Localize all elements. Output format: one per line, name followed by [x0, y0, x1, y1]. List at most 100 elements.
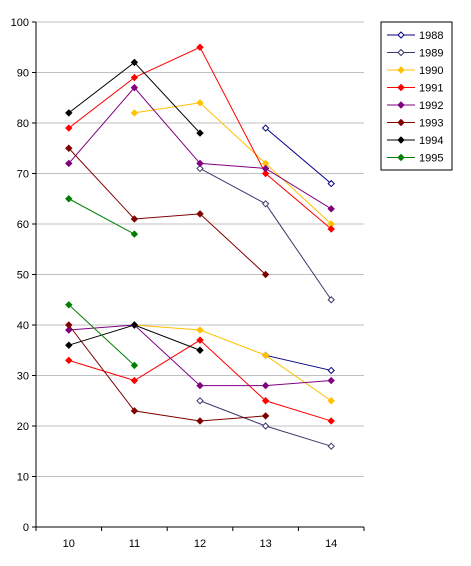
- data-point-1988-segment0-x13: [261, 124, 270, 132]
- data-point-1992-upper-x10: [65, 159, 73, 168]
- data-point-1991-upper-x12: [196, 43, 204, 51]
- y-tick-label-50: 50: [17, 270, 29, 282]
- data-point-1991-upper-x11: [130, 73, 139, 82]
- series-line-1988-segment0: [265, 127, 332, 184]
- data-point-1991-upper-x13: [261, 169, 270, 178]
- data-point-1989-upper-x14: [327, 296, 335, 304]
- x-tick-label-12: 12: [194, 538, 206, 550]
- x-tick-label-13: 13: [259, 538, 271, 550]
- data-point-1990-upper-x11: [130, 109, 139, 117]
- data-point-1991-upper-x14: [327, 225, 335, 233]
- data-point-1994-upper-x10: [65, 109, 73, 117]
- legend-label-1994: 1994: [419, 135, 443, 147]
- y-tick-label-100: 100: [11, 17, 29, 29]
- legend: 1988 1989 1990 1991 1992 1993 1994 1995: [380, 21, 453, 171]
- data-point-1991-lower-x10: [65, 356, 73, 365]
- y-tick-label-20: 20: [17, 421, 29, 433]
- series-line-1994-upper: [68, 61, 201, 134]
- legend-label-1991: 1991: [419, 83, 443, 95]
- data-point-1989-lower-x14: [327, 442, 335, 450]
- data-point-1990-lower-x13: [261, 351, 270, 360]
- legend-marker-1994: [397, 136, 405, 144]
- y-axis-ticks: 0 10 20 30 40 50 60 70 80 90 100: [11, 17, 36, 534]
- data-point-1992-lower-x14: [327, 376, 335, 385]
- x-axis-ticks: 10 11 12 13 14: [35, 527, 365, 550]
- data-point-1989-lower-x12: [196, 397, 204, 405]
- series-line-1993-upper: [68, 147, 266, 275]
- series-markers: [65, 43, 335, 450]
- y-tick-label-90: 90: [17, 68, 29, 80]
- data-point-1988-lower-x14: [327, 366, 335, 375]
- data-point-1992-lower-x10: [65, 326, 73, 334]
- x-tick-label-10: 10: [63, 538, 75, 550]
- series-line-1990-upper: [134, 102, 332, 225]
- data-point-1993-lower-x12: [196, 417, 204, 425]
- data-point-1994-lower-x12: [196, 346, 204, 354]
- legend-label-1989: 1989: [419, 48, 443, 60]
- data-point-1993-lower-x11: [130, 407, 139, 415]
- y-tick-label-30: 30: [17, 371, 29, 383]
- legend-box: [380, 21, 453, 171]
- legend-label-1988: 1988: [419, 30, 443, 42]
- y-tick-label-60: 60: [17, 219, 29, 231]
- y-tick-label-10: 10: [17, 472, 29, 484]
- series-line-1990-lower: [134, 324, 332, 402]
- data-point-1991-lower-x13: [261, 397, 270, 405]
- legend-label-1990: 1990: [419, 65, 443, 77]
- y-tick-label-0: 0: [23, 522, 29, 534]
- data-point-1994-upper-x12: [196, 129, 204, 137]
- data-point-1989-lower-x13: [261, 422, 270, 430]
- data-point-1994-lower-x11: [130, 321, 139, 329]
- data-point-1995-upper-x10: [65, 195, 73, 203]
- data-point-1992-lower-x13: [261, 381, 270, 390]
- data-point-1989-upper-x12: [196, 164, 204, 173]
- y-tick-label-40: 40: [17, 320, 29, 332]
- legend-marker-1991: [397, 83, 405, 92]
- legend-marker-1995: [397, 153, 405, 162]
- data-point-1994-lower-x10: [65, 341, 73, 349]
- data-point-1993-upper-x12: [196, 210, 204, 218]
- data-point-1988-segment0-x14: [327, 179, 335, 188]
- data-point-1992-lower-x12: [196, 381, 204, 390]
- series-line-1991-upper: [68, 46, 332, 230]
- data-point-1993-upper-x13: [261, 270, 270, 279]
- data-point-1992-upper-x12: [196, 159, 204, 168]
- legend-marker-1988: [397, 31, 405, 39]
- data-point-1991-lower-x11: [130, 376, 139, 385]
- x-tick-label-14: 14: [325, 538, 337, 550]
- data-point-1995-lower-x10: [65, 301, 73, 309]
- data-point-1991-lower-x14: [327, 417, 335, 425]
- data-point-1990-lower-x14: [327, 397, 335, 405]
- series-line-1995-lower: [68, 304, 135, 366]
- gridlines: [36, 21, 364, 477]
- data-point-1990-lower-x12: [196, 326, 204, 334]
- legend-label-1992: 1992: [419, 100, 443, 112]
- x-tick-label-11: 11: [129, 538, 140, 550]
- legend-marker-1992: [397, 101, 405, 109]
- data-point-1992-upper-x11: [130, 83, 139, 92]
- data-point-1995-lower-x11: [130, 361, 139, 370]
- legend-marker-1993: [397, 118, 405, 127]
- legend-label-1995: 1995: [419, 153, 443, 165]
- legend-label-1993: 1993: [419, 118, 443, 130]
- legend-marker-1989: [397, 48, 405, 57]
- data-point-1992-upper-x14: [327, 205, 335, 213]
- data-point-1991-lower-x12: [196, 336, 204, 344]
- series-line-1995-upper: [68, 198, 135, 235]
- y-tick-label-70: 70: [17, 169, 29, 181]
- series-line-1993-lower: [68, 324, 266, 422]
- data-point-1993-upper-x11: [130, 215, 139, 223]
- data-point-1991-upper-x10: [65, 124, 73, 132]
- data-point-1990-upper-x12: [196, 99, 204, 107]
- data-point-1995-upper-x11: [130, 230, 139, 238]
- legend-marker-1990: [397, 66, 405, 74]
- data-point-1993-upper-x10: [65, 144, 73, 152]
- data-point-1992-upper-x13: [261, 164, 270, 173]
- data-point-1993-lower-x10: [65, 321, 73, 329]
- data-point-1994-upper-x11: [130, 58, 139, 67]
- data-point-1989-upper-x13: [261, 200, 270, 208]
- y-tick-label-80: 80: [17, 118, 29, 130]
- data-point-1993-lower-x13: [261, 412, 270, 420]
- series-line-1989-upper: [199, 168, 332, 301]
